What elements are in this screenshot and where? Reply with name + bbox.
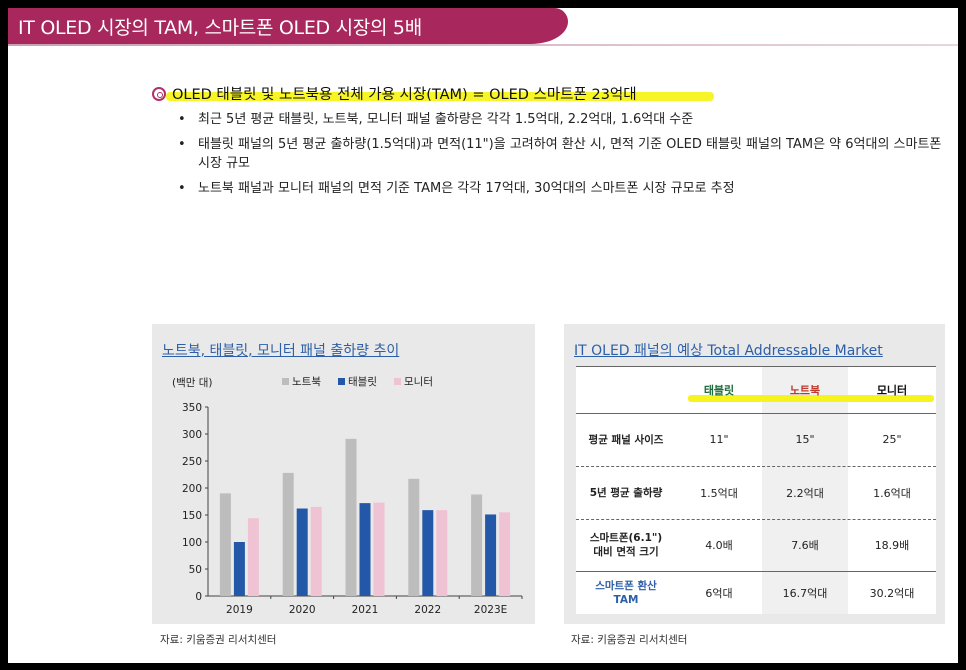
y-tick-label: 150 bbox=[182, 510, 202, 522]
bullet-item: 최근 5년 평균 태블릿, 노트북, 모니터 패널 출하량은 각각 1.5억대,… bbox=[178, 110, 948, 129]
double-circle-icon bbox=[152, 87, 166, 101]
headline-text: OLED 태블릿 및 노트북용 전체 가용 시장(TAM) = OLED 스마트… bbox=[172, 87, 637, 103]
x-tick-label: 2020 bbox=[289, 604, 316, 616]
table-cell: 1.5억대 bbox=[700, 486, 738, 500]
tam-table-panel: IT OLED 패널의 예상 Total Addressable Market … bbox=[564, 324, 945, 624]
y-tick-label: 0 bbox=[195, 591, 202, 603]
x-tick-label: 2021 bbox=[352, 604, 379, 616]
bar bbox=[359, 503, 371, 596]
bar bbox=[247, 518, 259, 596]
table-top-rule bbox=[576, 366, 936, 367]
table-cell: 7.6배 bbox=[791, 539, 819, 552]
bar bbox=[282, 472, 294, 596]
bar bbox=[422, 510, 434, 596]
chart-source: 자료: 키움증권 리서치센터 bbox=[160, 634, 277, 646]
table-cell: 30.2억대 bbox=[869, 586, 915, 600]
bar bbox=[219, 493, 231, 596]
table-header-rule bbox=[576, 413, 936, 414]
shipment-bar-chart: (백만 대) 노트북 태블릿 모니터 0 50 100 150 200 250 300 350 2019… bbox=[172, 376, 523, 616]
y-tick-label: 250 bbox=[182, 456, 202, 468]
y-axis-label: (백만 대) bbox=[172, 377, 213, 389]
column-header: 태블릿 bbox=[703, 384, 735, 397]
y-tick-label: 300 bbox=[182, 429, 202, 441]
legend-swatch bbox=[394, 378, 401, 385]
table-cell: 2.2억대 bbox=[786, 486, 824, 500]
table-cell: 1.6억대 bbox=[873, 486, 911, 500]
column-shade bbox=[762, 366, 848, 614]
table-cell: 25" bbox=[882, 433, 902, 446]
row-label: 5년 평균 출하량 bbox=[589, 486, 663, 499]
title-band: IT OLED 시장의 TAM, 스마트폰 OLED 시장의 5배 bbox=[8, 8, 568, 44]
legend-swatch bbox=[282, 378, 289, 385]
bar bbox=[310, 506, 322, 596]
legend-label: 모니터 bbox=[404, 376, 433, 388]
table-cell: 4.0배 bbox=[705, 539, 733, 552]
row-label: 평균 패널 사이즈 bbox=[588, 433, 664, 446]
legend-label: 태블릿 bbox=[348, 376, 377, 388]
y-tick-label: 100 bbox=[182, 537, 202, 549]
table-cell: 15" bbox=[795, 433, 815, 446]
headline: OLED 태블릿 및 노트북용 전체 가용 시장(TAM) = OLED 스마트… bbox=[152, 83, 714, 105]
bar bbox=[408, 478, 420, 596]
shipment-chart-panel: 노트북, 태블릿, 모니터 패널 출하량 추이 (백만 대) 노트북 태블릿 모니터 0… bbox=[152, 324, 535, 624]
bar bbox=[373, 502, 385, 596]
bar bbox=[499, 512, 511, 596]
header-highlight-marker bbox=[688, 395, 934, 402]
y-tick-label: 350 bbox=[182, 402, 202, 414]
bar bbox=[436, 510, 448, 596]
table-cell: 16.7억대 bbox=[782, 586, 828, 600]
bar bbox=[233, 542, 245, 596]
chart-panel-title: 노트북, 태블릿, 모니터 패널 출하량 추이 bbox=[162, 343, 400, 359]
table-cell: 11" bbox=[709, 433, 729, 446]
row-label: 스마트폰 환산 TAM bbox=[595, 579, 657, 606]
title-rule bbox=[8, 44, 958, 46]
table-panel-title: IT OLED 패널의 예상 Total Addressable Market bbox=[574, 343, 883, 359]
table-cell: 6억대 bbox=[705, 586, 733, 600]
table-row-divider bbox=[576, 519, 936, 520]
bar bbox=[296, 508, 308, 596]
slide-title: IT OLED 시장의 TAM, 스마트폰 OLED 시장의 5배 bbox=[18, 17, 422, 39]
highlight-marker bbox=[166, 92, 714, 101]
bar bbox=[485, 514, 497, 596]
y-tick-label: 200 bbox=[182, 483, 202, 495]
bar bbox=[471, 494, 483, 596]
row-label: 스마트폰(6.1") 대비 면적 크기 bbox=[589, 532, 663, 558]
table-source: 자료: 키움증권 리서치센터 bbox=[571, 634, 688, 646]
bullet-item: 노트북 패널과 모니터 패널의 면적 기준 TAM은 각각 17억대, 30억대… bbox=[178, 179, 948, 198]
table-row-divider bbox=[576, 466, 936, 467]
legend-label: 노트북 bbox=[292, 376, 321, 388]
table-row-divider bbox=[576, 571, 936, 572]
legend-swatch bbox=[338, 378, 345, 385]
y-tick-label: 50 bbox=[189, 564, 202, 576]
table-cell: 18.9배 bbox=[874, 539, 910, 552]
column-header: 노트북 bbox=[789, 384, 821, 397]
x-tick-label: 2023E bbox=[474, 604, 507, 616]
bullet-list: 최근 5년 평균 태블릿, 노트북, 모니터 패널 출하량은 각각 1.5억대,… bbox=[178, 110, 948, 204]
column-header: 모니터 bbox=[876, 384, 908, 397]
bar bbox=[345, 438, 357, 596]
bullet-item: 태블릿 패널의 5년 평균 출하량(1.5억대)과 면적(11")을 고려하여 … bbox=[178, 135, 948, 173]
x-tick-label: 2022 bbox=[414, 604, 441, 616]
x-tick-label: 2019 bbox=[226, 604, 253, 616]
